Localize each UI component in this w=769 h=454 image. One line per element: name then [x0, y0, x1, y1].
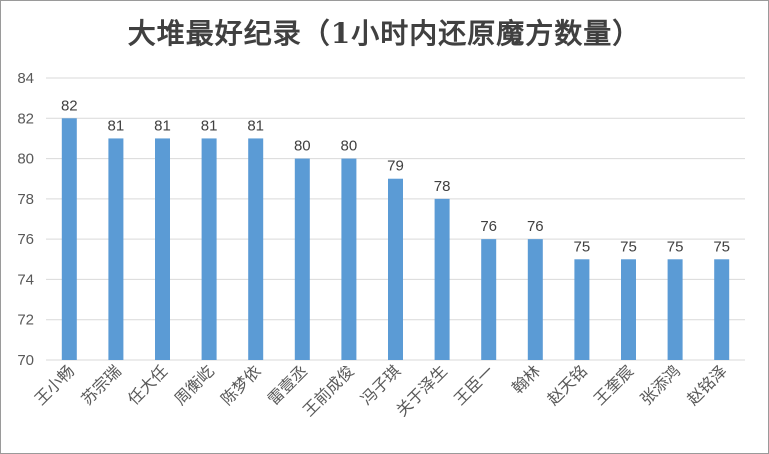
x-tick-label: 赵铭泽	[684, 362, 731, 409]
bars	[61, 118, 730, 361]
y-tick-label: 76	[17, 231, 34, 248]
data-label: 76	[527, 218, 544, 235]
bar	[341, 158, 357, 360]
x-tick-label: 陈梦依	[218, 362, 265, 409]
bar	[527, 239, 543, 360]
data-label: 81	[201, 117, 218, 134]
bar	[248, 138, 264, 360]
bar	[108, 138, 124, 360]
x-tick-label: 任大任	[125, 362, 172, 409]
x-tick-label: 王奎宸	[591, 362, 638, 409]
x-tick-label: 赵天铭	[544, 362, 591, 409]
data-label: 75	[667, 238, 684, 255]
bar	[155, 138, 170, 360]
data-label: 81	[108, 117, 125, 134]
bar	[574, 259, 590, 360]
bar	[667, 259, 683, 360]
data-label: 79	[387, 158, 404, 175]
data-label: 82	[61, 97, 78, 114]
y-axis-tick-labels: 70 72 74 76 78 80 82 84	[17, 70, 34, 369]
bar	[714, 259, 730, 360]
x-tick-label: 雷壹丞	[264, 362, 311, 409]
bar	[201, 138, 217, 360]
bar	[621, 259, 636, 360]
bar	[388, 178, 403, 360]
data-label: 76	[480, 218, 497, 235]
data-label: 78	[434, 178, 451, 195]
chart-title: 大堆最好纪录（1小时内还原魔方数量）	[127, 17, 642, 50]
x-tick-label: 周衡屹	[171, 362, 218, 409]
y-tick-label: 80	[17, 151, 34, 168]
data-label: 80	[341, 138, 358, 155]
x-tick-label: 王小畅	[31, 362, 78, 409]
y-tick-label: 74	[17, 271, 34, 288]
bar	[434, 198, 450, 360]
bar	[294, 158, 310, 360]
data-label: 81	[154, 117, 171, 134]
x-tick-label: 王前成俊	[300, 362, 358, 420]
x-tick-label: 王臣一	[452, 363, 498, 409]
bar	[481, 239, 497, 360]
y-tick-label: 82	[17, 110, 34, 127]
x-tick-label: 张添鸿	[637, 362, 684, 409]
y-tick-label: 78	[17, 191, 34, 208]
bar	[61, 118, 77, 361]
data-label: 75	[620, 238, 637, 255]
x-tick-label: 冯子琪	[358, 362, 405, 409]
x-tick-label: 关于泽生	[393, 362, 451, 420]
y-tick-label: 84	[17, 70, 34, 87]
x-tick-label: 苏宗瑞	[78, 362, 125, 409]
y-tick-label: 70	[17, 352, 34, 369]
x-tick-label: 翰林	[509, 362, 544, 397]
data-label: 80	[294, 138, 311, 155]
data-labels: 82 81 81 81 81 80 80 79 78 76 76 75 75 75 75	[61, 97, 730, 255]
data-label: 81	[247, 117, 264, 134]
y-tick-label: 72	[17, 312, 34, 329]
data-label: 75	[713, 238, 730, 255]
data-label: 75	[574, 238, 591, 255]
